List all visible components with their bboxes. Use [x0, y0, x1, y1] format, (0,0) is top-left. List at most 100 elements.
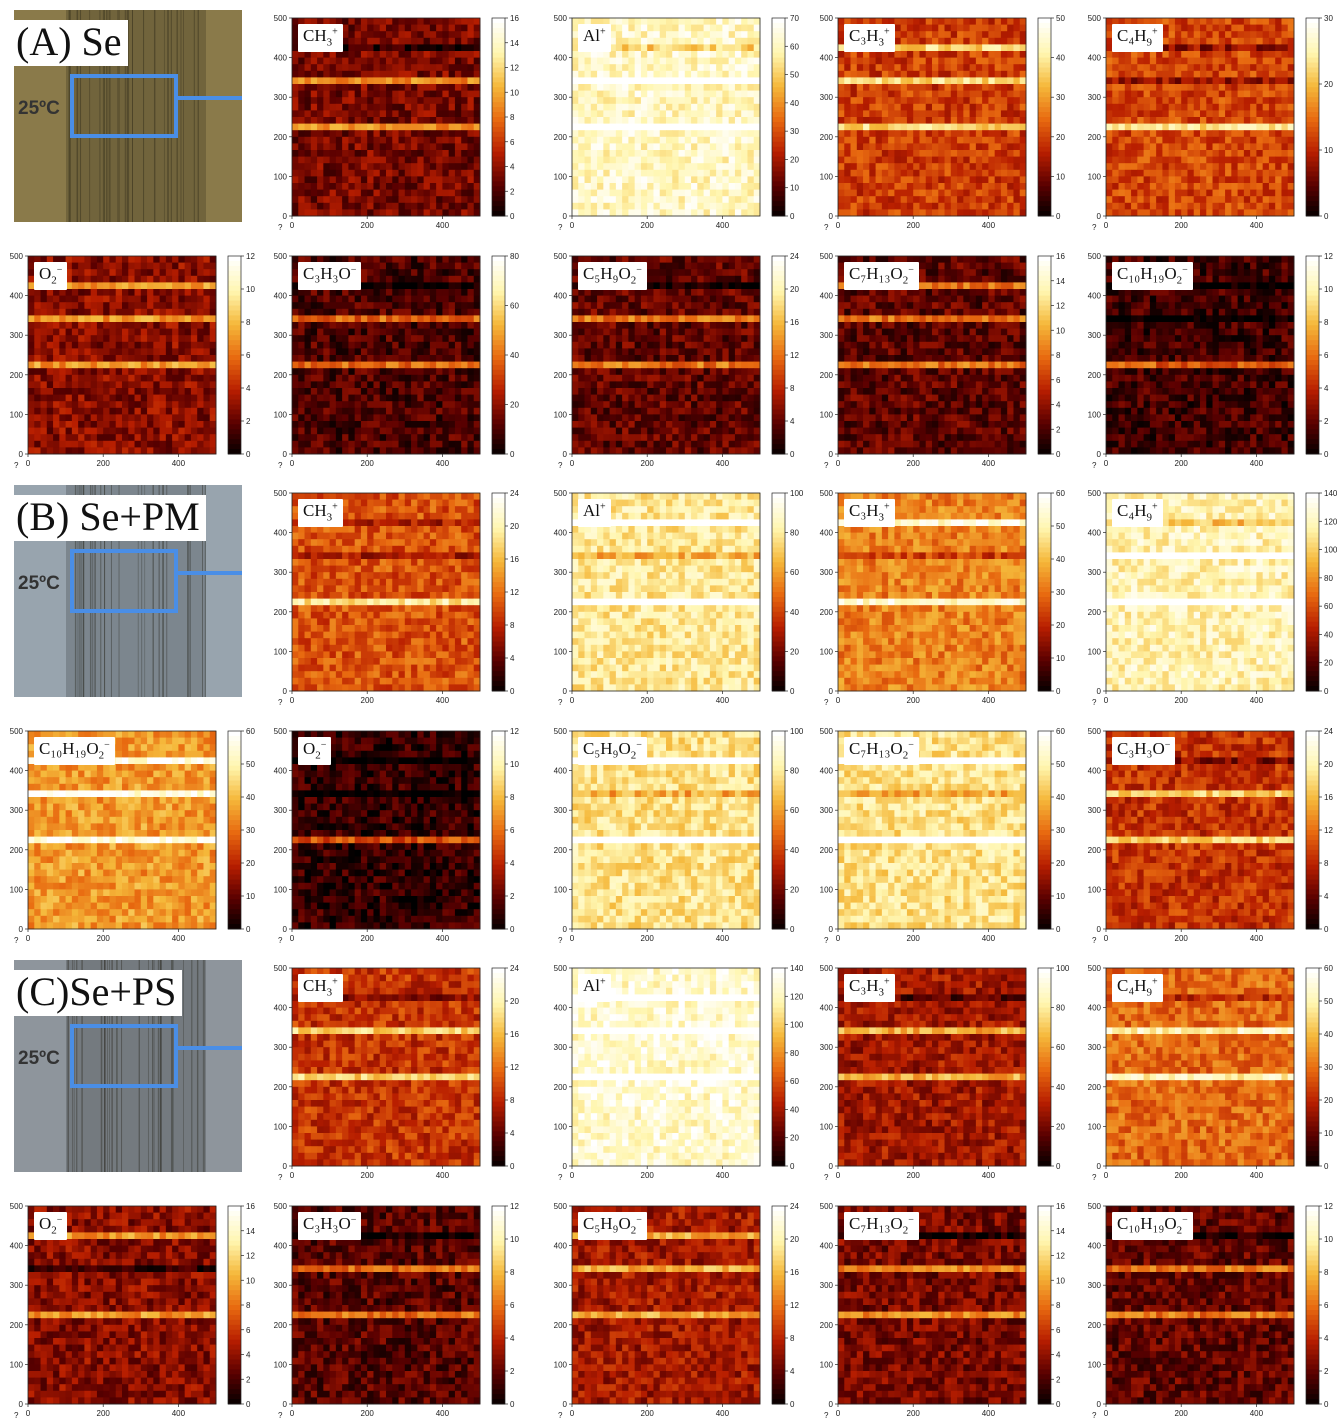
y-tick-label: 500: [820, 727, 834, 736]
ion-charge: −: [57, 264, 63, 275]
ion-formula: C₅H₉O: [583, 739, 631, 758]
colorbar-tick-label: 60: [1056, 489, 1065, 498]
x-tick-label: 0: [570, 934, 575, 943]
y-tick-label: 200: [10, 846, 24, 855]
y-tick-label: 0: [829, 1162, 834, 1171]
colorbar-tick-label: 80: [790, 1049, 799, 1058]
ion-formula: C₄H: [1117, 976, 1147, 995]
y-tick-label: 300: [274, 806, 288, 815]
ion-subscript: 2: [631, 274, 637, 286]
y-tick-label: 300: [10, 331, 24, 340]
colorbar-tick-label: 40: [790, 99, 799, 108]
ion-label: Al+: [578, 499, 611, 527]
colorbar-tick-label: 20: [510, 522, 519, 531]
ion-subscript: 2: [51, 274, 57, 286]
y-tick-label: 400: [820, 54, 834, 63]
colorbar-tick-label: 20: [510, 401, 519, 410]
colorbar-tick-label: 0: [1324, 450, 1329, 459]
ion-subscript: 2: [631, 1224, 637, 1236]
analysis-area-connector: [178, 1046, 242, 1050]
colorbar-tick-label: 12: [1324, 252, 1333, 261]
y-tick-label: 300: [1088, 93, 1102, 102]
y-tick-label: 0: [1097, 1162, 1102, 1171]
ion-label: C₁₀H₁₉O2−: [1112, 262, 1193, 290]
y-tick-label: 200: [554, 371, 568, 380]
y-tick-label: 300: [554, 93, 568, 102]
colorbar: [772, 1206, 785, 1405]
y-tick-label: 200: [820, 133, 834, 142]
ion-subscript: 2: [903, 1224, 909, 1236]
colorbar-tick-label: 8: [1324, 859, 1329, 868]
colorbar-tick-label: 50: [246, 760, 255, 769]
x-tick-label: 400: [982, 696, 996, 705]
colorbar-tick-label: 12: [246, 1252, 255, 1261]
y-tick-label: 400: [554, 54, 568, 63]
colorbar-tick-label: 10: [790, 184, 799, 193]
colorbar-tick-label: 16: [510, 555, 519, 564]
colorbar-tick-label: 8: [1056, 351, 1061, 360]
analysis-area-connector: [178, 571, 242, 575]
y-tick-label: 500: [1088, 1202, 1102, 1211]
y-tick-label: 300: [274, 568, 288, 577]
colorbar-tick-label: 12: [1056, 1252, 1065, 1261]
y-tick-label: 400: [1088, 767, 1102, 776]
ion-label: C₅H₉O2−: [578, 737, 647, 765]
y-tick-label: 400: [274, 529, 288, 538]
colorbar-tick-label: 6: [246, 1326, 251, 1335]
x-tick-label: 0: [290, 1171, 295, 1180]
colorbar: [772, 256, 785, 455]
y-tick-label: 300: [820, 1281, 834, 1290]
colorbar-tick-label: 12: [510, 64, 519, 73]
colorbar-tick-label: 10: [1324, 146, 1333, 155]
colorbar-tick-label: 12: [510, 1063, 519, 1072]
y-tick-label: 400: [820, 292, 834, 301]
colorbar-tick-label: 10: [246, 892, 255, 901]
ion-label: C₄H9+: [1112, 974, 1163, 1002]
y-tick-label: 400: [10, 1242, 24, 1251]
ion-formula: C₃H₃O: [1117, 739, 1165, 758]
colorbar-tick-label: 4: [790, 1367, 795, 1376]
colorbar-tick-label: 50: [790, 71, 799, 80]
colorbar: [492, 968, 505, 1167]
colorbar-tick-label: 4: [246, 1351, 251, 1360]
colorbar: [1038, 493, 1051, 692]
y-tick-label: 400: [10, 767, 24, 776]
colorbar-tick-label: 0: [1324, 212, 1329, 221]
corner-label: ?: [558, 1173, 563, 1182]
x-tick-label: 0: [26, 459, 31, 468]
ion-formula: Al: [583, 26, 600, 45]
colorbar-tick-label: 10: [510, 1235, 519, 1244]
y-tick-label: 300: [274, 1281, 288, 1290]
colorbar-tick-label: 50: [1056, 522, 1065, 531]
colorbar-tick-label: 20: [790, 885, 799, 894]
colorbar-tick-label: 2: [510, 187, 515, 196]
corner-label: ?: [558, 698, 563, 707]
y-tick-label: 100: [274, 647, 288, 656]
x-tick-label: 0: [570, 459, 575, 468]
y-tick-label: 200: [554, 608, 568, 617]
ion-subscript: 9: [1147, 986, 1153, 998]
y-tick-label: 200: [820, 608, 834, 617]
corner-label: ?: [278, 461, 283, 470]
ion-label: CH3+: [298, 24, 343, 52]
y-tick-label: 400: [554, 529, 568, 538]
colorbar-tick-label: 20: [790, 1235, 799, 1244]
y-tick-label: 400: [820, 1242, 834, 1251]
y-tick-label: 400: [274, 292, 288, 301]
colorbar-tick-label: 14: [246, 1227, 255, 1236]
y-tick-label: 300: [554, 1281, 568, 1290]
y-tick-label: 300: [274, 93, 288, 102]
y-tick-label: 300: [554, 806, 568, 815]
y-tick-label: 300: [10, 1281, 24, 1290]
x-tick-label: 200: [361, 459, 375, 468]
colorbar-tick-label: 0: [510, 1162, 515, 1171]
colorbar-tick-label: 16: [1056, 1202, 1065, 1211]
colorbar-tick-label: 60: [1324, 602, 1333, 611]
y-tick-label: 500: [1088, 489, 1102, 498]
